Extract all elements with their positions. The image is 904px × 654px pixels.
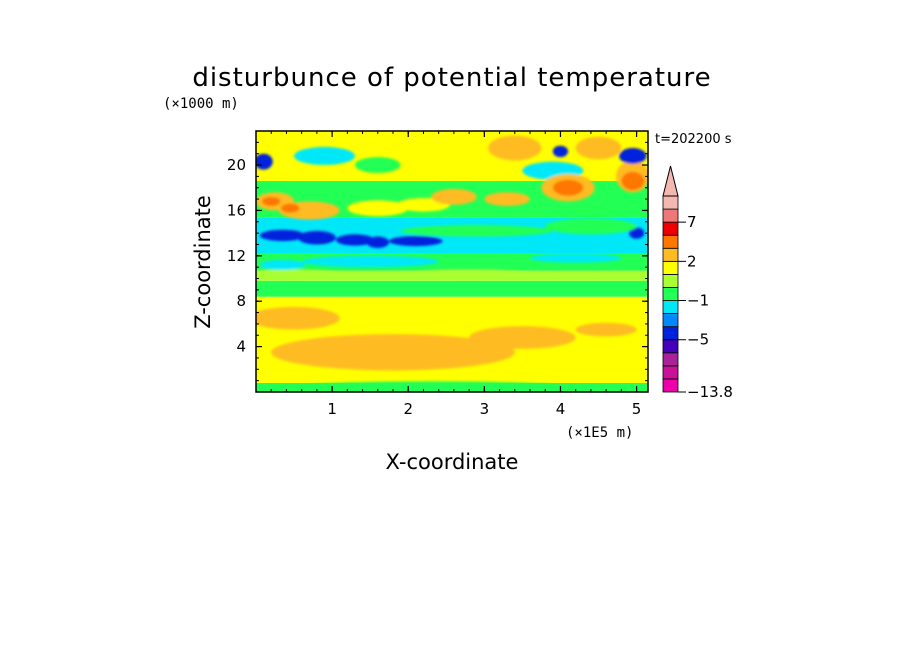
field-feature-36 — [294, 146, 355, 166]
field-feature-35 — [256, 153, 273, 170]
x-axis-label: X-coordinate — [386, 450, 519, 474]
colorbar-level-1 — [662, 365, 679, 380]
field-feature-28 — [552, 179, 584, 196]
x-tick-label-0: 1 — [327, 400, 337, 418]
field-feature-2 — [256, 306, 340, 330]
y-axis-ticks: 4 8 12 16 20 — [227, 141, 648, 382]
x-unit-label: (×1E5 m) — [566, 425, 633, 441]
colorbar-label-2: −1 — [687, 292, 709, 310]
field-feature-30 — [575, 136, 622, 160]
field-feature-0 — [271, 334, 515, 371]
colorbar-extend-arrow — [662, 165, 679, 197]
field-feature-3 — [575, 322, 637, 337]
colorbar-level-9 — [662, 260, 679, 275]
y-tick-label-1: 8 — [236, 292, 246, 310]
colorbar-label-4: −13.8 — [687, 383, 733, 401]
colorbar-label-1: 2 — [687, 252, 697, 270]
field-feature-6 — [408, 269, 531, 279]
field-feature-8 — [301, 255, 439, 268]
field-feature-1 — [469, 326, 576, 349]
x-tick-label-3: 4 — [556, 400, 566, 418]
colorbar-level-14 — [662, 195, 679, 210]
colorbar-level-3 — [662, 339, 679, 354]
colorbar-labels: 7 2 −1 −5 −13.8 — [678, 213, 733, 401]
x-tick-label-4: 5 — [632, 400, 642, 418]
x-tick-label-2: 3 — [480, 400, 490, 418]
colorbar-level-13 — [662, 208, 679, 223]
colorbar-level-7 — [662, 287, 679, 301]
colorbar-level-5 — [662, 313, 679, 328]
y-tick-label-0: 4 — [236, 338, 246, 356]
colorbar-label-3: −5 — [687, 331, 709, 349]
field-feature-37 — [354, 157, 401, 173]
field-feature-17 — [545, 218, 637, 235]
y-axis-label: Z-coordinate — [191, 195, 215, 329]
colorbar — [662, 165, 679, 393]
time-label: t=202200 s — [655, 132, 732, 147]
field-feature-7 — [259, 259, 306, 271]
field-feature-15 — [628, 227, 645, 239]
colorbar-level-4 — [662, 326, 679, 341]
colorbar-level-2 — [662, 352, 679, 367]
field-features — [256, 135, 648, 392]
field-feature-24 — [431, 188, 477, 205]
field-feature-25 — [484, 192, 531, 206]
field-feature-14 — [389, 235, 443, 247]
colorbar-level-8 — [662, 273, 679, 288]
field-feature-9 — [530, 253, 622, 263]
colorbar-level-6 — [662, 300, 679, 314]
field-band-2 — [256, 280, 648, 297]
colorbar-level-10 — [662, 247, 679, 262]
x-axis-ticks: 1 2 3 4 5 — [270, 131, 642, 418]
y-tick-label-3: 16 — [227, 201, 246, 219]
field-feature-34 — [619, 148, 647, 164]
y-tick-label-4: 20 — [227, 156, 246, 174]
field-feature-21 — [281, 203, 300, 213]
colorbar-level-11 — [662, 234, 679, 249]
field-feature-11 — [297, 230, 336, 245]
field-feature-13 — [366, 236, 390, 248]
field-feature-12 — [335, 234, 374, 246]
field-feature-33 — [621, 171, 645, 191]
y-tick-label-2: 12 — [227, 247, 246, 265]
chart-title: disturbunce of potential temperature — [192, 63, 711, 93]
field-feature-31 — [552, 145, 569, 158]
plot-frame — [255, 130, 649, 393]
field-feature-4 — [301, 381, 561, 392]
colorbar-level-12 — [662, 221, 679, 236]
plot-area — [256, 131, 648, 392]
field-feature-29 — [488, 135, 542, 161]
y-unit-label: (×1000 m) — [163, 96, 239, 112]
field-feature-22 — [347, 200, 409, 217]
field-feature-16 — [400, 225, 553, 237]
x-tick-label-1: 2 — [403, 400, 413, 418]
field-feature-20 — [262, 196, 281, 206]
field-feature-10 — [259, 229, 306, 242]
colorbar-level-0 — [662, 378, 679, 393]
colorbar-label-0: 7 — [687, 213, 697, 231]
field-feature-5 — [256, 269, 340, 279]
